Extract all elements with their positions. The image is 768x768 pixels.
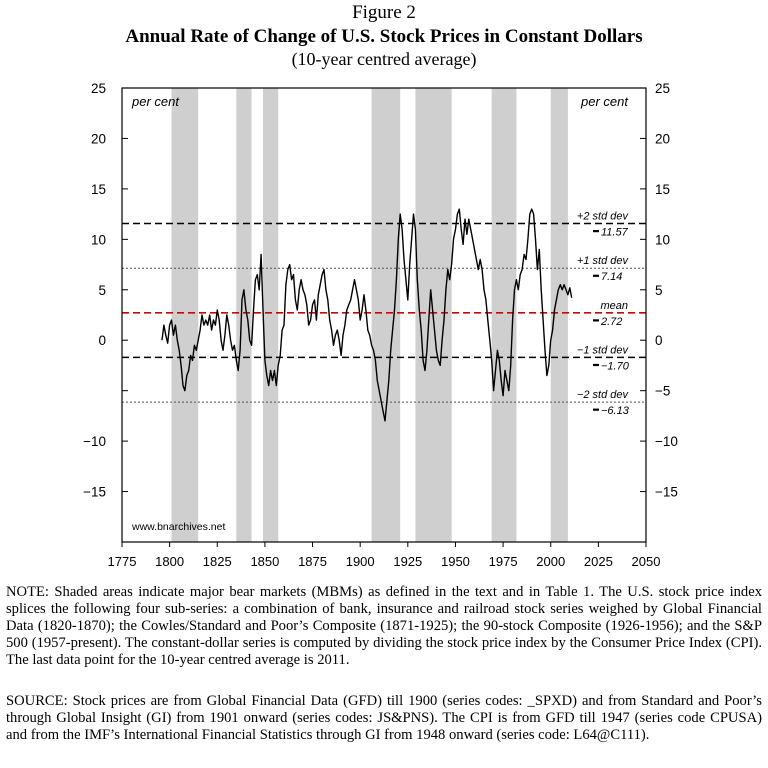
reference-line-value: −1.70 <box>601 360 630 372</box>
y-tick-label-right: 5 <box>655 283 663 298</box>
y-tick-label-right: −10 <box>655 434 678 449</box>
y-tick-label-right: 20 <box>655 131 670 146</box>
reference-line-label: +1 std dev <box>577 255 630 267</box>
y-tick-label-left: 20 <box>91 131 106 146</box>
x-tick-label: 1900 <box>346 554 375 569</box>
y-tick-label-right: 15 <box>655 182 670 197</box>
reference-line-value: 2.72 <box>600 316 622 328</box>
y-axis-label-left: per cent <box>131 94 180 109</box>
reference-value-marker <box>593 319 599 322</box>
bear-market-band <box>263 88 279 542</box>
y-tick-label-left: 0 <box>98 333 106 348</box>
bear-market-band <box>171 88 199 542</box>
bear-market-band <box>550 88 568 542</box>
x-tick-label: 1825 <box>203 554 232 569</box>
y-tick-label-left: 10 <box>91 232 106 247</box>
reference-value-marker <box>593 363 599 367</box>
y-tick-label-left: −15 <box>83 485 106 500</box>
y-tick-label-left: 15 <box>91 182 106 197</box>
x-tick-label: 1775 <box>108 554 137 569</box>
y-tick-label-left: 25 <box>91 81 106 96</box>
series-line <box>161 208 573 422</box>
chart-title: Annual Rate of Change of U.S. Stock Pric… <box>125 26 643 47</box>
x-tick-label: 1950 <box>441 554 470 569</box>
y-tick-label-right: 25 <box>655 81 670 96</box>
x-tick-label: 2050 <box>632 554 661 569</box>
y-axis-label-right: per cent <box>580 94 629 109</box>
x-tick-label: 1800 <box>155 554 184 569</box>
x-tick-label: 2025 <box>584 554 613 569</box>
y-tick-label-left: 5 <box>98 283 106 298</box>
y-tick-label-right: 0 <box>655 333 663 348</box>
bear-market-band <box>236 88 252 542</box>
figure-label: Figure 2 <box>352 2 416 23</box>
reference-line-value: −6.13 <box>601 405 630 417</box>
reference-value-marker <box>593 274 599 277</box>
bear-market-band <box>371 88 401 542</box>
reference-line-label: −1 std dev <box>577 344 630 356</box>
y-tick-label-right: 10 <box>655 232 670 247</box>
y-tick-label-left: −10 <box>83 434 106 449</box>
reference-line-value: 7.14 <box>601 271 622 283</box>
x-tick-label: 2000 <box>536 554 565 569</box>
reference-line-label: mean <box>600 300 628 312</box>
reference-line-label: +2 std dev <box>577 210 630 222</box>
x-tick-label: 1925 <box>393 554 422 569</box>
x-tick-label: 1850 <box>250 554 279 569</box>
x-tick-label: 1875 <box>298 554 327 569</box>
reference-value-marker <box>593 408 599 411</box>
chart-source: SOURCE: Stock prices are from Global Fin… <box>6 693 762 743</box>
watermark: www.bnarchives.net <box>131 521 225 533</box>
x-tick-label: 1975 <box>489 554 518 569</box>
chart-note: NOTE: Shaded areas indicate major bear m… <box>6 584 762 668</box>
stock-price-chart: 25 20 15 10 5 0 −10 −15 25 20 15 10 5 0 −5 −10 −15 1775 18… <box>83 81 678 569</box>
reference-value-marker <box>593 229 599 233</box>
plot-frame <box>121 87 647 543</box>
reference-line-label: −2 std dev <box>577 389 630 401</box>
y-tick-label-right: −15 <box>655 485 678 500</box>
y-tick-label-right: −5 <box>655 384 670 399</box>
reference-line-value: 11.57 <box>601 226 629 238</box>
chart-subtitle: (10-year centred average) <box>291 49 477 69</box>
